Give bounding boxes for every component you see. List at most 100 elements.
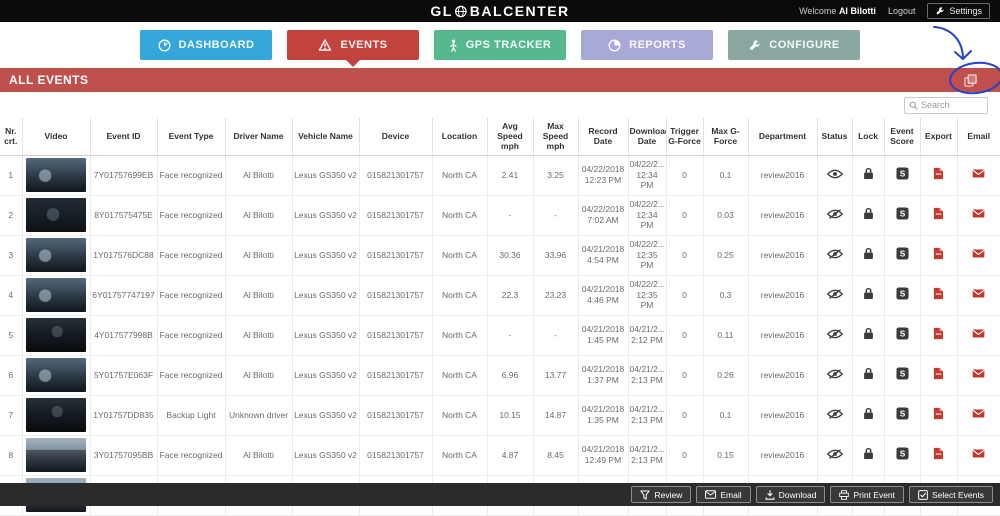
event-row[interactable]: 8 3Y01757095BB Face recognized Al Bilotti Le…: [0, 435, 1000, 476]
event-row[interactable]: 4 6Y01757747197 Face recognized Al Bilotti L…: [0, 275, 1000, 316]
pdf-icon: [933, 167, 944, 180]
video-thumbnail[interactable]: [26, 238, 86, 273]
event-score-button[interactable]: S: [884, 275, 921, 316]
tab-gps-tracker[interactable]: GPS TRACKER: [434, 30, 566, 60]
status-toggle[interactable]: [817, 395, 853, 436]
email-button[interactable]: Email: [696, 486, 751, 503]
event-score-button[interactable]: S: [884, 395, 921, 436]
video-thumbnail[interactable]: [26, 278, 86, 313]
lock-button[interactable]: [852, 435, 885, 476]
status-toggle[interactable]: [817, 155, 853, 196]
column-header-export[interactable]: Export: [920, 118, 958, 156]
row-number: 5: [0, 315, 23, 356]
tab-dashboard[interactable]: DASHBOARD: [140, 30, 272, 60]
email-button[interactable]: [957, 155, 1000, 196]
row-number: 7: [0, 395, 23, 436]
column-header-driver-name[interactable]: Driver Name: [225, 118, 293, 156]
export-button[interactable]: [920, 355, 958, 396]
email-button[interactable]: [957, 435, 1000, 476]
lock-button[interactable]: [852, 275, 885, 316]
column-header-video[interactable]: Video: [22, 118, 91, 156]
tab-events[interactable]: EVENTS: [287, 30, 419, 67]
status-toggle[interactable]: [817, 275, 853, 316]
event-score-button[interactable]: S: [884, 315, 921, 356]
event-row[interactable]: 3 1Y017576DC88 Face recognized Al Bilotti Le…: [0, 235, 1000, 276]
event-score-button[interactable]: S: [884, 355, 921, 396]
export-button[interactable]: [920, 235, 958, 276]
lock-button[interactable]: [852, 355, 885, 396]
device: 015821301757: [359, 235, 433, 276]
status-toggle[interactable]: [817, 355, 853, 396]
column-header-nr-crt[interactable]: Nr. crt.: [0, 118, 23, 156]
event-row[interactable]: 5 4Y017577998B Face recognized Al Bilotti Le…: [0, 315, 1000, 356]
trigger-g-force: 0: [666, 155, 704, 196]
column-header-max-speed-mph[interactable]: Max Speed mph: [533, 118, 579, 156]
column-header-event-id[interactable]: Event ID: [90, 118, 158, 156]
event-score-button[interactable]: S: [884, 235, 921, 276]
column-header-lock[interactable]: Lock: [852, 118, 885, 156]
event-score-button[interactable]: S: [884, 155, 921, 196]
email-button[interactable]: [957, 275, 1000, 316]
event-score-button[interactable]: S: [884, 435, 921, 476]
tab-reports[interactable]: REPORTS: [581, 30, 713, 60]
column-header-department[interactable]: Department: [748, 118, 818, 156]
column-header-status[interactable]: Status: [817, 118, 853, 156]
review-button[interactable]: Review: [631, 486, 692, 503]
pdf-icon: [933, 247, 944, 260]
column-header-device[interactable]: Device: [359, 118, 433, 156]
column-header-download-date[interactable]: Download Date: [628, 118, 667, 156]
event-row[interactable]: 1 7Y01757699EB Face recognized Al Bilotti Le…: [0, 155, 1000, 196]
export-button[interactable]: [920, 315, 958, 356]
lock-button[interactable]: [852, 155, 885, 196]
email-button[interactable]: [957, 195, 1000, 236]
column-header-avg-speed-mph[interactable]: Avg Speed mph: [487, 118, 534, 156]
export-button[interactable]: [920, 195, 958, 236]
email-button[interactable]: [957, 355, 1000, 396]
video-thumbnail[interactable]: [26, 358, 86, 393]
column-header-event-score[interactable]: Event Score: [884, 118, 921, 156]
search-input[interactable]: [921, 100, 983, 110]
lock-button[interactable]: [852, 395, 885, 436]
lock-button[interactable]: [852, 195, 885, 236]
status-toggle[interactable]: [817, 235, 853, 276]
event-score-button[interactable]: S: [884, 195, 921, 236]
video-thumbnail[interactable]: [26, 438, 86, 473]
trigger-g-force: 0: [666, 355, 704, 396]
logout-link[interactable]: Logout: [887, 6, 916, 16]
event-row[interactable]: 7 1Y01757DD835 Backup Light Unknown driver L…: [0, 395, 1000, 436]
event-row[interactable]: 2 8Y017575475E Face recognized Al Bilotti Le…: [0, 195, 1000, 236]
export-button[interactable]: [920, 395, 958, 436]
column-header-vehicle-name[interactable]: Vehicle Name: [292, 118, 360, 156]
settings-button[interactable]: Settings: [927, 3, 990, 19]
download-button[interactable]: Download: [755, 486, 826, 503]
column-header-max-g-force[interactable]: Max G-Force: [703, 118, 749, 156]
column-header-trigger-g-force[interactable]: Trigger G-Force: [666, 118, 704, 156]
column-header-record-date[interactable]: Record Date: [578, 118, 629, 156]
email-button[interactable]: [957, 235, 1000, 276]
column-header-location[interactable]: Location: [432, 118, 488, 156]
status-toggle[interactable]: [817, 315, 853, 356]
export-button[interactable]: [920, 275, 958, 316]
status-toggle[interactable]: [817, 195, 853, 236]
column-header-email[interactable]: Email: [957, 118, 1000, 156]
print-event-button[interactable]: Print Event: [830, 486, 905, 503]
status-toggle[interactable]: [817, 435, 853, 476]
score-icon: S: [895, 447, 909, 460]
video-thumbnail[interactable]: [26, 158, 86, 193]
email-button[interactable]: [957, 395, 1000, 436]
svg-text:S: S: [899, 409, 905, 419]
video-thumbnail[interactable]: [26, 198, 86, 233]
lock-button[interactable]: [852, 235, 885, 276]
event-row[interactable]: 6 5Y01757E063F Face recognized Al Bilotti Le…: [0, 355, 1000, 396]
lock-button[interactable]: [852, 315, 885, 356]
select-events-button[interactable]: Select Events: [909, 486, 993, 503]
select-events-icon[interactable]: [964, 73, 977, 87]
export-button[interactable]: [920, 155, 958, 196]
export-button[interactable]: [920, 435, 958, 476]
video-thumbnail[interactable]: [26, 318, 86, 353]
column-header-event-type[interactable]: Event Type: [157, 118, 226, 156]
tab-configure[interactable]: CONFIGURE: [728, 30, 860, 60]
video-thumbnail[interactable]: [26, 398, 86, 433]
email-button[interactable]: [957, 315, 1000, 356]
location: North CA: [432, 435, 488, 476]
